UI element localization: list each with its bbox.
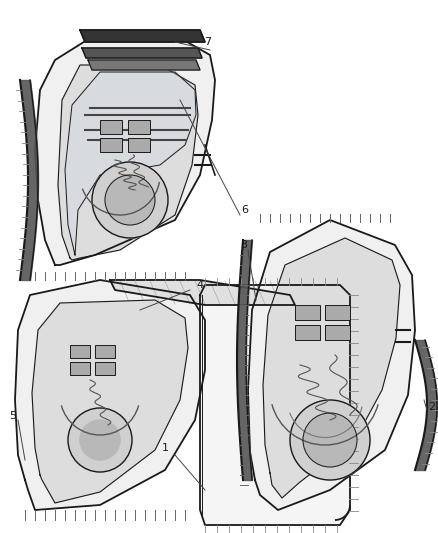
Polygon shape bbox=[88, 60, 200, 70]
Text: 6: 6 bbox=[241, 205, 248, 215]
Polygon shape bbox=[200, 285, 350, 525]
Text: 7: 7 bbox=[205, 37, 212, 47]
Polygon shape bbox=[248, 220, 415, 510]
Polygon shape bbox=[80, 30, 205, 42]
Bar bbox=[325, 305, 350, 320]
Bar bbox=[128, 120, 150, 134]
Polygon shape bbox=[15, 280, 205, 510]
Text: 1: 1 bbox=[162, 443, 169, 453]
Bar bbox=[128, 138, 150, 152]
Bar bbox=[100, 120, 122, 134]
Bar bbox=[295, 325, 320, 340]
Polygon shape bbox=[35, 35, 215, 265]
Circle shape bbox=[92, 162, 168, 238]
Text: 5: 5 bbox=[10, 411, 17, 421]
Circle shape bbox=[303, 413, 357, 467]
Bar bbox=[95, 362, 115, 375]
Bar bbox=[70, 345, 90, 358]
Text: 2: 2 bbox=[428, 402, 435, 412]
Bar bbox=[100, 138, 122, 152]
Polygon shape bbox=[58, 65, 198, 260]
Circle shape bbox=[68, 408, 132, 472]
Bar bbox=[325, 325, 350, 340]
Polygon shape bbox=[263, 238, 400, 498]
Polygon shape bbox=[65, 72, 196, 255]
Circle shape bbox=[105, 175, 155, 225]
Polygon shape bbox=[82, 48, 202, 58]
Polygon shape bbox=[32, 300, 188, 503]
Bar bbox=[70, 362, 90, 375]
Polygon shape bbox=[110, 280, 295, 305]
Bar bbox=[95, 345, 115, 358]
Bar bbox=[295, 305, 320, 320]
Circle shape bbox=[80, 420, 120, 460]
Text: 3: 3 bbox=[240, 240, 247, 250]
Circle shape bbox=[290, 400, 370, 480]
Text: 4: 4 bbox=[196, 280, 204, 290]
